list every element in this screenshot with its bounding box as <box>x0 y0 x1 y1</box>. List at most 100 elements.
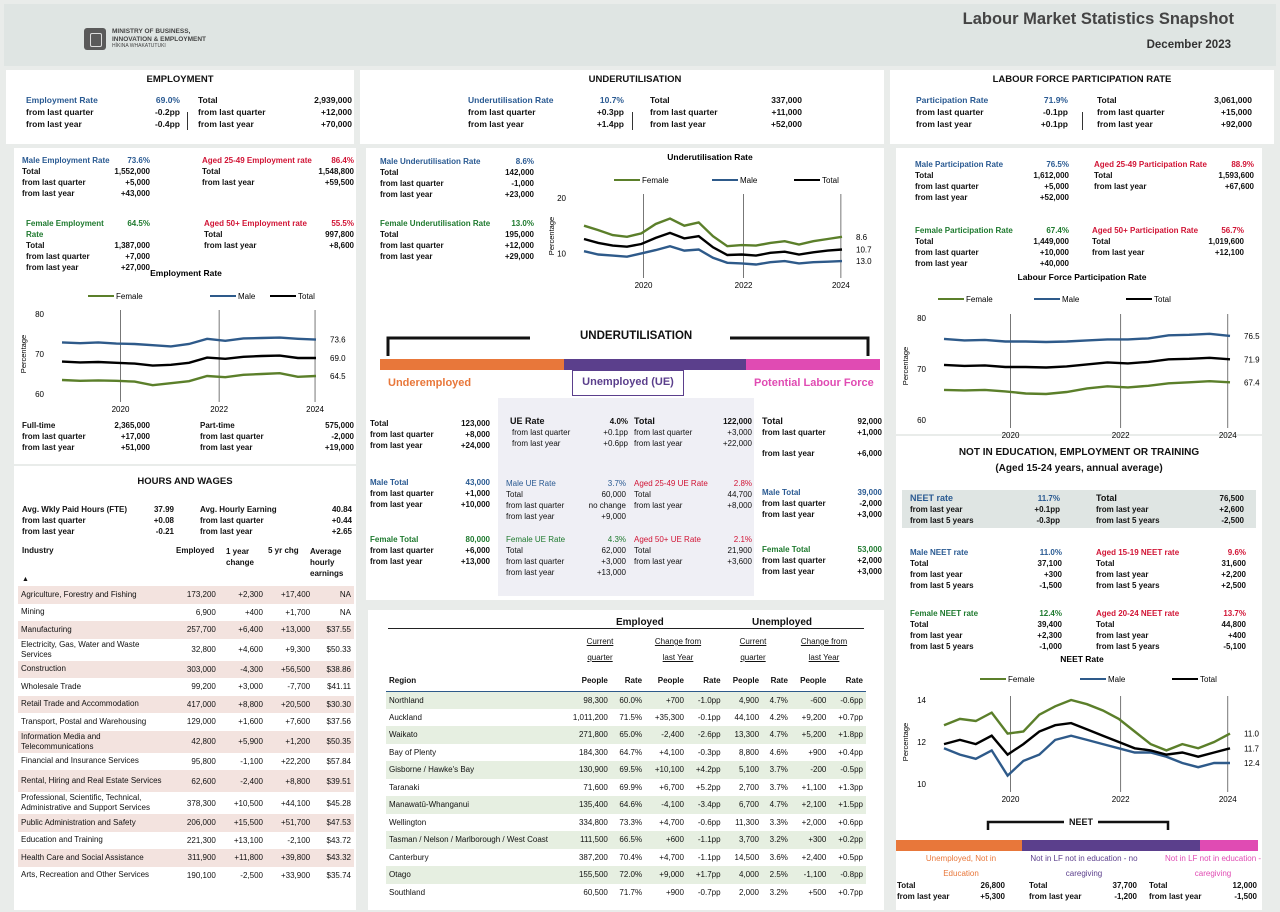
region-value-cell: 13,300 <box>734 730 760 740</box>
employment-rate-chart: Employment Rate Female Male Total Percentage… <box>19 268 346 414</box>
series-line-male <box>583 244 843 266</box>
male-participation-block: Male Participation Rate 76.5% Total 1,612,… <box>915 160 1069 202</box>
employed-cell: 257,700 <box>186 625 216 635</box>
region-value-cell: +4,100 <box>659 747 684 757</box>
x-tick-label: 2022 <box>1112 431 1130 440</box>
change-col-header: 1 year change <box>226 547 255 567</box>
table-row: Mining 6,900 +400 +1,700 NA <box>18 604 354 622</box>
region-value-cell: 3.3% <box>769 817 788 827</box>
table-row: Arts, Recreation and Other Services 190,1… <box>18 867 354 885</box>
region-value-cell: +600 <box>665 835 684 845</box>
table-row: Otago 155,500 72.0% +9,000 +1.7pp 4,000 2.5% -1… <box>386 866 866 884</box>
plf-bar <box>746 359 880 370</box>
male-employment-block: Male Employment Rate 73.6% Total 1,552,000… <box>22 156 150 198</box>
earnings-cell: $50.35 <box>326 737 351 746</box>
table-row: Gisborne / Hawke's Bay 130,900 69.5% +10,10… <box>386 761 866 779</box>
region-value-cell: -1.0pp <box>697 695 721 705</box>
table-row: Manufacturing 257,700 +6,400 +13,000 $37.55 <box>18 621 354 639</box>
region-name-cell: Canterbury <box>389 852 429 862</box>
y-tick-label: 80 <box>917 314 926 323</box>
y-tick-label: 10 <box>557 249 566 258</box>
employed-cell: 6,900 <box>195 607 216 617</box>
change-cell: +400 <box>244 607 263 617</box>
change-cell: +4,600 <box>238 645 263 654</box>
unemployed-current-quarter: Current quarter <box>739 637 767 662</box>
fiveyr-cell: +22,200 <box>280 756 311 766</box>
region-value-cell: -0.7pp <box>697 887 721 897</box>
region-col-header: People <box>723 671 763 692</box>
x-tick-label: 2020 <box>112 405 130 414</box>
region-value-cell: +9,200 <box>801 712 827 722</box>
sort-up-icon[interactable]: ▲ <box>22 576 29 583</box>
region-value-cell: 4,000 <box>738 870 760 880</box>
region-value-cell: 4.7% <box>769 695 788 705</box>
region-col-header: Rate <box>686 671 724 692</box>
employment-total-summary: Total 2,939,000 from last quarter +12,000 … <box>198 95 352 129</box>
x-tick-label: 2020 <box>635 281 653 290</box>
region-value-cell: +4,700 <box>659 852 684 862</box>
x-tick-label: 2024 <box>1219 795 1237 802</box>
region-value-cell: 3.7% <box>769 765 788 775</box>
earnings-cell: NA <box>339 590 351 600</box>
series-line-female <box>943 379 1231 396</box>
series-line-male <box>61 336 317 348</box>
region-value-cell: 3.7% <box>769 782 788 792</box>
region-col-header: People <box>790 671 830 692</box>
svg-text:Total: Total <box>1200 675 1217 684</box>
end-value-label: 69.0 <box>330 354 346 363</box>
earnings-cell: NA <box>339 607 351 617</box>
employed-cell: 190,100 <box>186 870 216 880</box>
ue-female-block: Female UE Rate 4.3% Total 62,000 from last… <box>506 535 626 577</box>
region-value-cell: -2,400 <box>661 730 684 740</box>
ue-total-block: Total 122,000 from last quarter +3,000 fro… <box>634 416 752 448</box>
end-value-label: 13.0 <box>856 257 872 266</box>
neet-summary-box <box>902 490 1256 528</box>
page-title: Labour Market Statistics Snapshot <box>962 10 1234 28</box>
x-tick-label: 2024 <box>832 281 850 290</box>
region-value-cell: +0.4pp <box>838 747 863 757</box>
employment-panel <box>14 148 356 464</box>
aged50-participation-block: Aged 50+ Participation Rate 56.7% Total 1,… <box>1092 226 1244 257</box>
region-value-cell: 155,500 <box>578 870 608 880</box>
region-name-cell: Bay of Plenty <box>389 747 437 757</box>
series-line-female <box>583 217 843 248</box>
industry-table: Agriculture, Forestry and Fishing 173,200… <box>18 586 354 884</box>
y-axis-label: Percentage <box>901 723 910 761</box>
earnings-cell: $41.11 <box>327 682 351 692</box>
region-value-cell: -0.6pp <box>697 817 721 827</box>
y-axis-label: Percentage <box>547 217 556 255</box>
page-subtitle: December 2023 <box>1146 39 1231 51</box>
region-value-cell: 5,100 <box>738 765 760 775</box>
legend-female: Female <box>614 176 669 185</box>
employed-cell: 32,800 <box>191 645 216 654</box>
industry-cell: Public Administration and Safety <box>21 817 136 827</box>
fiveyr-cell: -7,700 <box>287 682 311 692</box>
table-row: Rental, Hiring and Real Estate Services 6… <box>18 770 354 792</box>
fiveyr-cell: +1,200 <box>285 737 311 746</box>
y-tick-label: 10 <box>917 780 926 789</box>
industry-cell: Electricity, Gas, Water and Waste Servic… <box>21 639 140 659</box>
region-value-cell: +0.7pp <box>838 712 863 722</box>
industry-cell: Education and Training <box>21 835 103 845</box>
neet-banner: NEET <box>1069 817 1094 827</box>
region-value-cell: +5.2pp <box>695 782 721 792</box>
industry-cell: Arts, Recreation and Other Services <box>21 870 150 880</box>
end-value-label: 11.7 <box>1244 744 1260 753</box>
region-header-row: Region People Rate People Rate People Rate Peop… <box>386 671 866 692</box>
fiveyr-cell: +39,800 <box>280 853 311 863</box>
change-cell: +6,400 <box>238 625 263 635</box>
x-tick-label: 2022 <box>1112 795 1130 802</box>
region-col-header: Rate <box>829 671 866 692</box>
regions-panel <box>368 610 884 910</box>
y-tick-label: 20 <box>557 194 566 203</box>
region-value-cell: 98,300 <box>583 695 608 705</box>
region-value-cell: -1.1pp <box>697 852 721 862</box>
ue-box <box>498 398 754 596</box>
earnings-cell: $37.56 <box>326 717 351 727</box>
neet-heading: NOT IN EDUCATION, EMPLOYMENT OR TRAINING <box>958 447 1200 458</box>
aged2549-employment-block: Aged 25-49 Employment rate 86.4% Total 1,5… <box>202 156 354 187</box>
region-value-cell: 1,011,200 <box>572 712 608 722</box>
change-cell: +13,100 <box>233 835 263 845</box>
industry-cell: Health Care and Social Assistance <box>21 852 144 862</box>
table-row: Wholesale Trade 99,200 +3,000 -7,700 $41.11 <box>18 678 354 696</box>
